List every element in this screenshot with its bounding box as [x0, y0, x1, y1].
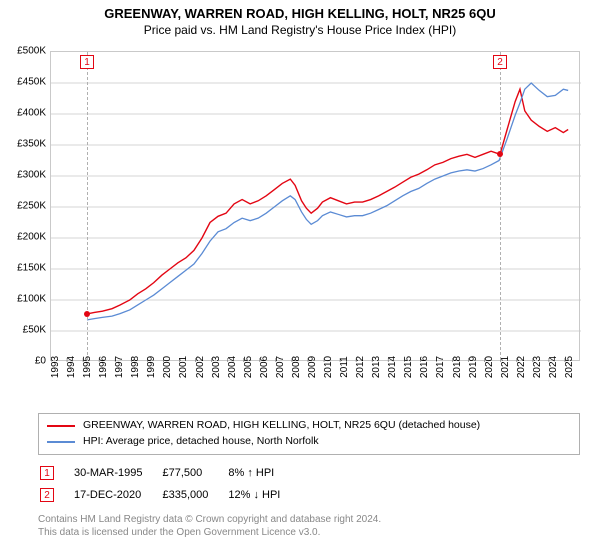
- footer-line1: Contains HM Land Registry data © Crown c…: [38, 514, 381, 525]
- series-hpi: [87, 83, 568, 320]
- marker-line: [500, 52, 501, 360]
- ytick-label: £350K: [17, 139, 46, 150]
- marker-date: 30-MAR-1995: [74, 463, 160, 483]
- marker-date: 17-DEC-2020: [74, 485, 160, 505]
- legend-swatch: [47, 425, 75, 427]
- marker-price: £77,500: [162, 463, 226, 483]
- marker-price: £335,000: [162, 485, 226, 505]
- ytick-label: £200K: [17, 232, 46, 243]
- legend: GREENWAY, WARREN ROAD, HIGH KELLING, HOL…: [38, 413, 580, 455]
- ytick-label: £250K: [17, 201, 46, 212]
- marker-badge: 1: [80, 55, 94, 69]
- plot-svg: [51, 52, 581, 362]
- xtick-label: 2025: [564, 356, 600, 378]
- table-row: 1 30-MAR-1995£77,5008% ↑ HPI: [40, 463, 298, 483]
- footer-line2: This data is licensed under the Open Gov…: [38, 527, 320, 538]
- legend-row: HPI: Average price, detached house, Nort…: [47, 434, 571, 450]
- markers-table: 1 30-MAR-1995£77,5008% ↑ HPI 2 17-DEC-2020£…: [38, 461, 300, 507]
- table-row: 2 17-DEC-2020£335,00012% ↓ HPI: [40, 485, 298, 505]
- legend-label: HPI: Average price, detached house, Nort…: [83, 434, 319, 450]
- ytick-label: £450K: [17, 77, 46, 88]
- ytick-label: £150K: [17, 263, 46, 274]
- marker-delta: 12% ↓ HPI: [228, 485, 298, 505]
- ytick-label: £500K: [17, 46, 46, 57]
- marker-delta: 8% ↑ HPI: [228, 463, 298, 483]
- marker-badge: 2: [493, 55, 507, 69]
- legend-row: GREENWAY, WARREN ROAD, HIGH KELLING, HOL…: [47, 418, 571, 434]
- ytick-label: £100K: [17, 294, 46, 305]
- chart-area: 12 £0£50K£100K£150K£200K£250K£300K£350K£…: [0, 41, 600, 411]
- chart-title: GREENWAY, WARREN ROAD, HIGH KELLING, HOL…: [0, 0, 600, 21]
- plot-region: 12: [50, 51, 580, 361]
- ytick-label: £0: [35, 356, 46, 367]
- marker-dot: [84, 311, 90, 317]
- legend-label: GREENWAY, WARREN ROAD, HIGH KELLING, HOL…: [83, 418, 480, 434]
- chart-subtitle: Price paid vs. HM Land Registry's House …: [0, 21, 600, 41]
- marker-dot: [497, 151, 503, 157]
- ytick-label: £50K: [23, 325, 46, 336]
- ytick-label: £300K: [17, 170, 46, 181]
- marker-badge: 2: [40, 488, 54, 502]
- series-greenway: [87, 89, 568, 314]
- marker-badge: 1: [40, 466, 54, 480]
- footer-note: Contains HM Land Registry data © Crown c…: [38, 513, 580, 540]
- ytick-label: £400K: [17, 108, 46, 119]
- legend-swatch: [47, 441, 75, 443]
